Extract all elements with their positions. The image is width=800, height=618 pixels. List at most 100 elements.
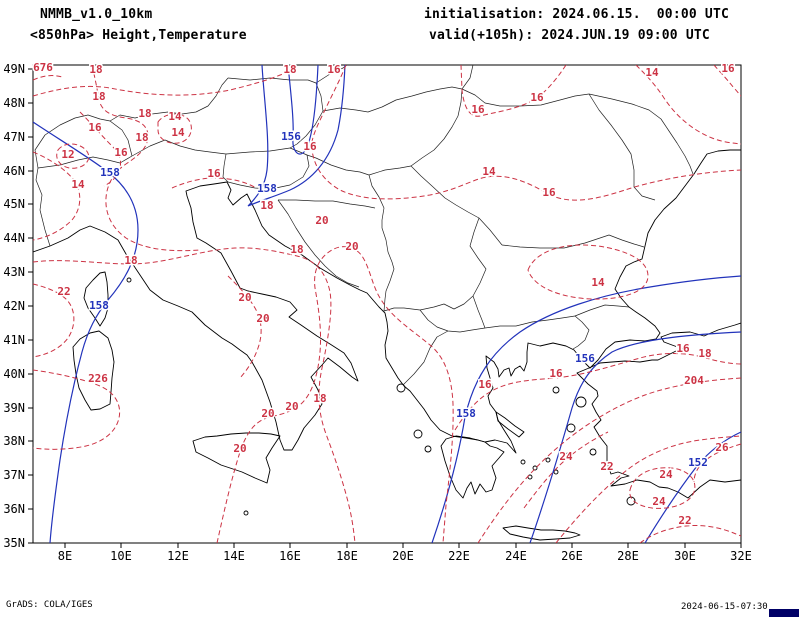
country-border <box>277 199 360 288</box>
temperature-contour-label: 20 <box>233 442 246 455</box>
map-frame <box>32 64 742 544</box>
coastline <box>495 411 525 438</box>
height-contour <box>287 65 319 155</box>
temperature-contour-label: 20 <box>345 240 358 253</box>
lon-axis-label: 16E <box>279 549 301 563</box>
lon-axis-label: 24E <box>505 549 527 563</box>
temperature-contour-label: 16 <box>207 167 221 180</box>
temperature-contour-label: 20 <box>285 400 298 413</box>
temperature-contour <box>157 113 192 144</box>
island <box>589 448 597 456</box>
coastline <box>83 271 109 327</box>
temperature-contour-label: 22 <box>678 514 691 527</box>
temperature-contour-label: 18 <box>124 254 137 267</box>
temperature-contour-label: 226 <box>88 372 108 385</box>
temperature-contour <box>79 111 121 187</box>
lat-axis-label: 44N <box>3 231 25 245</box>
country-border <box>410 165 503 246</box>
temperature-contour-label: 22 <box>600 460 613 473</box>
contour-label-layer: 676 18 18 16 14 16 18 16 16 18 14 16 14 18 16 12 16 16 14 1… <box>32 60 737 529</box>
temperature-contour-label: 14 <box>171 126 185 139</box>
height-contour-layer <box>33 65 741 543</box>
lat-axis-label: 38N <box>3 434 25 448</box>
island <box>396 383 406 393</box>
temperature-contour-label: 24 <box>659 468 673 481</box>
lat-axis-label: 36N <box>3 502 25 516</box>
country-border <box>574 304 630 317</box>
temperature-contour-label: 16 <box>676 342 690 355</box>
temperature-contour <box>33 369 121 450</box>
country-border <box>461 88 590 107</box>
lat-axis-label: 37N <box>3 468 25 482</box>
temperature-contour-label: 18 <box>135 131 148 144</box>
map-frame-layer <box>32 64 742 544</box>
height-contour <box>33 121 139 543</box>
country-border <box>227 154 310 190</box>
island <box>532 465 538 471</box>
lon-axis-label: 12E <box>167 549 189 563</box>
lat-axis-label: 47N <box>3 130 25 144</box>
temperature-contour-label: 16 <box>327 63 341 76</box>
corner-mark <box>769 609 799 617</box>
height-contour-label: 158 <box>257 182 277 195</box>
temperature-contour <box>171 177 257 189</box>
country-border <box>588 93 694 175</box>
temperature-contour-label: 18 <box>313 392 326 405</box>
temperature-contour-label: 18 <box>260 199 273 212</box>
country-border <box>35 167 51 247</box>
coastline <box>502 525 581 541</box>
lon-axis-label: 26E <box>561 549 583 563</box>
temperature-contour-label: 16 <box>114 146 128 159</box>
height-contour-label: 156 <box>575 352 595 365</box>
island <box>126 277 132 283</box>
lon-axis-label: 18E <box>336 549 358 563</box>
temperature-contour-label: 676 <box>33 61 53 74</box>
temperature-contour-label: 16 <box>549 367 563 380</box>
lon-axis-label: 30E <box>674 549 696 563</box>
coastline <box>72 330 115 411</box>
geography-layer <box>33 65 741 541</box>
temperature-contour-label: 16 <box>88 121 102 134</box>
temperature-contour <box>693 443 741 483</box>
lat-axis-label: 42N <box>3 299 25 313</box>
height-contour <box>644 431 741 543</box>
temperature-contour-label: 18 <box>92 90 105 103</box>
temperature-contour-label: 14 <box>168 110 182 123</box>
lat-axis-label: 40N <box>3 367 25 381</box>
border-layer <box>34 65 694 386</box>
country-border <box>469 217 487 329</box>
island <box>243 510 249 516</box>
temperature-contour <box>33 75 63 81</box>
height-contour <box>431 275 741 543</box>
lat-axis-label: 49N <box>3 62 25 76</box>
temperature-contour <box>713 65 741 97</box>
temperature-contour <box>454 353 741 431</box>
temperature-contour-label: 22 <box>57 285 70 298</box>
contour-layers <box>33 65 741 543</box>
temperature-contour-label: 20 <box>261 407 274 420</box>
field-title: <850hPa> Height,Temperature <box>30 28 247 43</box>
lon-axis-label: 32E <box>730 549 752 563</box>
temperature-contour-label: 16 <box>478 378 492 391</box>
lat-axis-label: 35N <box>3 536 25 550</box>
temperature-contour-label: 16 <box>542 186 556 199</box>
country-border <box>289 147 395 312</box>
country-border <box>419 295 474 311</box>
temperature-contour <box>460 65 567 117</box>
temperature-contour-label: 26 <box>715 441 729 454</box>
country-border <box>588 93 656 201</box>
temperature-contour-label: 20 <box>256 312 269 325</box>
temperature-contour-label: 18 <box>290 243 303 256</box>
height-contour-label: 158 <box>89 299 109 312</box>
height-contour-label: 152 <box>688 456 708 469</box>
temperature-contour-label: 18 <box>283 63 296 76</box>
temperature-contour-label: 14 <box>71 178 85 191</box>
island <box>575 396 587 408</box>
temperature-contour <box>33 65 296 97</box>
island <box>545 457 551 463</box>
country-border <box>37 155 133 169</box>
axis-labels-layer: 8E 10E 12E 14E 16E 18E 20E 22E 24E 26E 28E 30E 32E 49… <box>3 62 752 563</box>
country-border <box>484 315 576 329</box>
lon-axis-label: 10E <box>110 549 132 563</box>
